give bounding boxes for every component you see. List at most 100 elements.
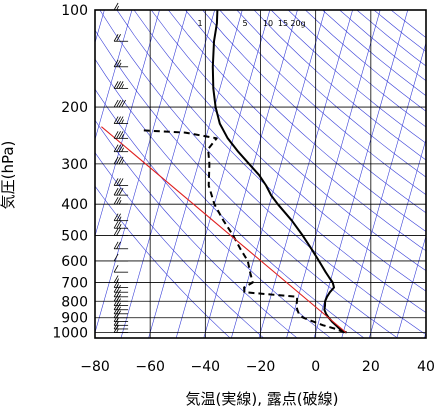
x-tick-label: 40 <box>417 359 435 375</box>
wind-barb-flag <box>113 156 119 165</box>
dry-adiabat-line <box>95 185 231 338</box>
wind-barb-half-flag <box>121 159 124 165</box>
wind-barb-flag <box>113 116 119 124</box>
wind-barb-flag <box>116 178 121 186</box>
mixing-ratio-label: 15 <box>278 19 288 28</box>
isotherm-line <box>95 10 105 44</box>
isotherm-line <box>148 10 243 338</box>
wind-barb-flag <box>118 116 124 124</box>
wind-barb-flag <box>116 221 121 229</box>
y-tick-label: 500 <box>61 228 88 244</box>
wind-barb-flag <box>113 99 119 108</box>
wind-barb-flag <box>113 241 119 249</box>
wind-barb <box>113 264 129 273</box>
plot-frame <box>94 9 427 339</box>
y-tick-label: 900 <box>61 311 88 327</box>
wind-barb <box>113 81 129 89</box>
wind-barb-flag <box>116 294 121 302</box>
wind-barb-flag <box>113 187 119 196</box>
wind-barb-flag <box>113 196 119 205</box>
dry-adiabat-line <box>150 10 426 272</box>
x-tick-label: −60 <box>135 359 165 375</box>
wind-barb-half-flag <box>121 119 124 124</box>
dry-adiabat-line <box>99 10 426 336</box>
wind-barb-flag <box>113 2 119 11</box>
wind-barb <box>113 178 129 186</box>
dry-adiabat-line <box>270 10 426 144</box>
dry-adiabat-line <box>95 88 331 338</box>
wind-barb <box>113 275 129 283</box>
wind-barb-flag <box>113 59 119 67</box>
wind-barb-flag <box>113 221 119 229</box>
isotherm-line <box>95 10 133 141</box>
isotherm-line <box>286 10 381 338</box>
dry-adiabat-line <box>322 10 426 97</box>
wind-barb-flag <box>116 34 121 42</box>
wind-barb-half-flag <box>121 84 124 89</box>
wind-barb-flag <box>116 131 121 139</box>
x-tick-label: −20 <box>246 359 276 375</box>
y-tick-label: 400 <box>61 197 88 213</box>
wind-barb-flag <box>118 187 124 196</box>
isotherm-line <box>341 41 426 338</box>
y-tick-label: 200 <box>61 100 88 116</box>
isotherm-line <box>95 10 160 238</box>
wind-barb-flag <box>118 131 124 139</box>
wind-barb-half-flag <box>118 199 122 205</box>
wind-barb-flag <box>116 241 121 249</box>
wind-barb <box>113 221 129 229</box>
dry-adiabat-line <box>116 10 426 313</box>
wind-barb-flag <box>118 156 124 165</box>
dry-adiabat-line <box>236 10 426 178</box>
wind-barb-flag <box>116 289 121 298</box>
wind-barb <box>113 99 129 108</box>
wind-barb <box>113 187 129 196</box>
wind-barb-flag <box>116 144 121 152</box>
wind-barb <box>113 306 129 315</box>
wind-barb-flag <box>113 178 119 186</box>
x-tick-label: −80 <box>80 359 110 375</box>
wind-barb-flag <box>116 310 121 318</box>
series-temperature-line <box>211 10 347 334</box>
y-tick-label: 1000 <box>52 326 88 342</box>
mixing-ratio-labels: 1 5 10 15 20g <box>197 19 305 28</box>
wind-barb-flag <box>118 178 124 186</box>
y-tick-label: 700 <box>61 276 88 292</box>
wind-barb-flag <box>116 298 121 306</box>
mixing-ratio-label: 10 <box>263 19 273 28</box>
wind-barb-flag <box>116 285 121 293</box>
dry-adiabat-line <box>95 152 264 338</box>
wind-barb <box>113 289 129 298</box>
x-axis-title: 気温(実線), 露点(破線) <box>186 390 339 408</box>
isotherm-line <box>120 10 215 338</box>
wind-barb-flag <box>113 253 119 262</box>
wind-barb <box>113 241 129 250</box>
isotherm-line <box>95 10 188 334</box>
dry-adiabat-line <box>202 10 426 214</box>
isotherm-line <box>258 10 353 338</box>
wind-barb <box>113 144 129 153</box>
wind-barb <box>113 196 129 205</box>
wind-barb <box>113 59 129 68</box>
dry-adiabat-line <box>253 10 426 161</box>
wind-barb-flag <box>118 99 124 108</box>
dry-adiabat-line <box>95 29 398 338</box>
wind-barb-half-flag <box>118 224 122 229</box>
wind-barb-flag <box>121 99 126 108</box>
dry-adiabat-line <box>133 10 426 292</box>
dry-adiabat-line <box>95 119 298 338</box>
wind-barb-flag <box>116 156 121 165</box>
grid-lines <box>95 10 426 338</box>
wind-barb-flag <box>113 144 119 152</box>
wind-barb <box>113 285 129 293</box>
wind-barb-flag <box>116 306 121 315</box>
x-tick-label: 0 <box>311 359 320 375</box>
wind-barb-half-flag <box>121 147 124 152</box>
wind-barb <box>113 156 129 165</box>
wind-barb-half-flag <box>121 134 124 139</box>
wind-barb <box>113 310 129 319</box>
mixing-ratio-label: 20g <box>290 19 305 28</box>
wind-barb-half-flag <box>118 62 122 67</box>
wind-barb-flag <box>113 81 119 89</box>
